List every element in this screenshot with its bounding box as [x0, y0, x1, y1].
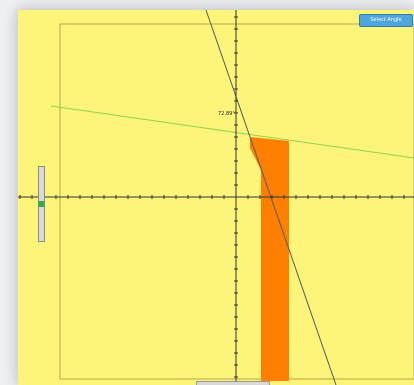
bottom-scroll-handle[interactable]	[196, 381, 270, 385]
slider-thumb[interactable]	[39, 201, 44, 207]
vertical-slider[interactable]	[38, 166, 45, 242]
green-line	[50, 105, 414, 159]
angle-label: 72.89°	[218, 111, 235, 117]
graph-panel: Select Angle 72.89°	[18, 10, 414, 385]
select-angle-button[interactable]: Select Angle	[359, 14, 413, 27]
plot-border	[59, 23, 414, 380]
plot-canvas[interactable]	[18, 10, 414, 385]
axis-ticks	[19, 16, 405, 378]
orange-region	[250, 137, 289, 381]
